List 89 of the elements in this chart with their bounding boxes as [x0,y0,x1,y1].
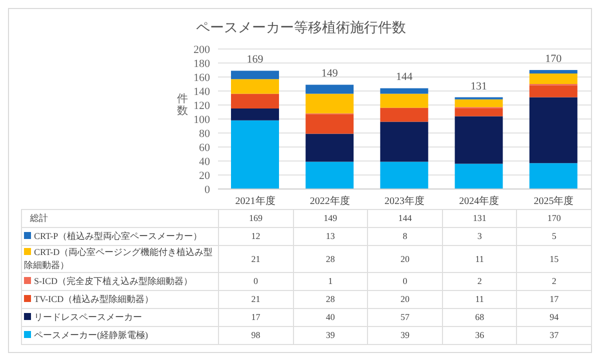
y-tick-label: 100 [194,114,210,126]
x-tick-label: 2021年度 [235,195,276,208]
bar [529,85,578,98]
bar [529,74,578,84]
bar [231,70,279,80]
bar [529,70,578,74]
data-label: 12 [218,228,294,246]
bar [380,94,428,108]
y-tick-label: 200 [194,44,210,56]
x-tick-label: 2025年度 [534,195,574,208]
data-label: 5 [516,228,592,246]
bar [380,162,428,189]
data-label: 39 [293,326,368,344]
y-tick-label: 60 [199,142,210,154]
bar [306,162,354,189]
data-label: 37 [516,326,592,344]
data-label: 20 [368,290,442,308]
legend-label: リードレスペースメーカー [22,308,218,326]
y-tick-label: 80 [199,128,210,140]
bar [454,116,503,164]
legend-label: S-ICD（完全皮下植え込み型除細動器） [22,272,218,290]
data-label: 11 [442,290,517,308]
y-tick-label: 120 [194,100,210,112]
data-label: 21 [218,290,294,308]
text: 169 [249,213,263,223]
data-label: 3 [442,228,517,246]
bar [231,94,279,108]
y-tick-label: 20 [199,170,210,182]
data-label: 98 [218,326,294,344]
total-label: 131 [470,80,488,92]
data-label: 68 [442,308,517,326]
data-label: 13 [293,228,368,246]
bar [529,97,578,164]
bar [454,164,503,189]
bar [529,163,578,189]
legend-label: TV-ICD（植込み型除細動器） [22,290,218,308]
legend-label: CRT-P（植込み型両心室ペースメーカー） [22,228,218,246]
data-label: 17 [516,290,592,308]
data-label: 57 [368,308,442,326]
x-tick-label: 2024年度 [459,195,500,208]
total-label: 169 [246,54,264,66]
data-label: 94 [516,308,592,326]
bar [380,108,428,122]
y-tick-label: 0 [204,184,210,196]
y-tick-label: 40 [199,156,210,168]
text: 総計 [22,210,218,228]
y-axis-title: 件数 [177,93,189,117]
data-label: 1 [293,272,368,290]
chart-title: ペースメーカー等移植術施行件数 [195,20,407,37]
total-label: 144 [396,71,413,84]
data-label: 21 [218,246,294,272]
data-label: 28 [293,290,368,308]
y-tick-label: 160 [194,72,210,84]
x-tick-label: 2022年度 [310,195,350,208]
data-label: 0 [218,272,294,290]
data-label: 36 [442,326,517,344]
data-label: 20 [368,246,442,272]
bar [454,108,503,116]
bar [306,94,354,114]
bar [231,79,279,94]
data-label: 17 [218,308,294,326]
bar [306,84,354,94]
y-tick-label: 180 [194,58,210,70]
legend-label: ペースメーカー(経静脈電極) [22,326,218,344]
text: 149 [324,213,338,223]
x-tick-label: 2023年度 [384,195,424,208]
bar [380,122,428,162]
data-label: 11 [442,246,517,272]
bar [380,88,428,94]
text: 131 [472,213,486,223]
bar [454,99,503,108]
bar [231,108,279,120]
legend-label: CRT-D（両心室ページング機能付き植込み型除細動器） [22,246,218,272]
total-label: 149 [321,68,338,80]
bar [231,120,279,189]
data-label: 40 [293,308,368,326]
data-label: 28 [293,246,368,272]
text: 170 [547,213,561,223]
data-label: 0 [368,272,442,290]
data-label: 8 [368,228,442,246]
text: 144 [398,213,412,223]
bar [306,114,354,134]
bar [306,134,354,162]
y-tick-label: 140 [194,86,210,98]
data-label: 2 [442,272,517,290]
total-label: 170 [545,53,562,65]
data-label: 39 [368,326,442,344]
data-label: 15 [516,246,592,272]
data-label: 2 [516,272,592,290]
